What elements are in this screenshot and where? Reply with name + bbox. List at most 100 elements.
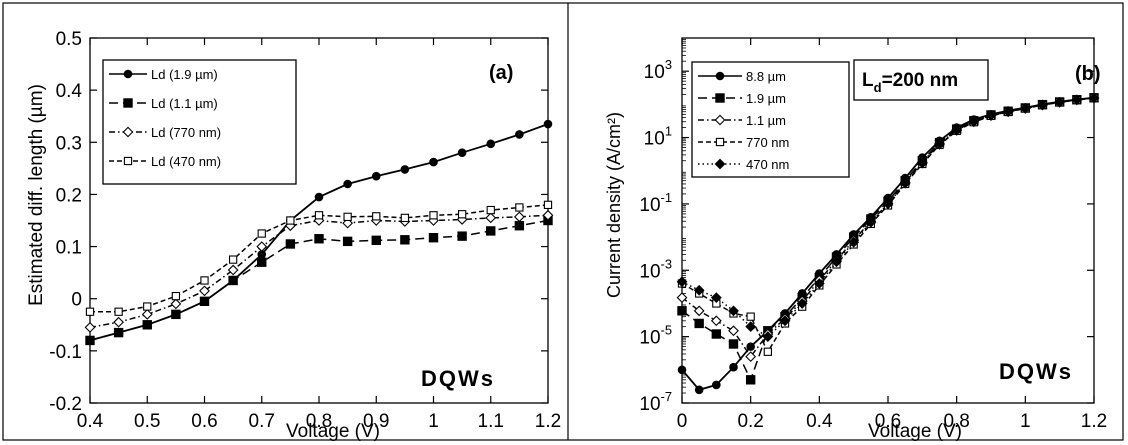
panel-label-b: (b) [1075, 63, 1101, 85]
y-axis-label-a: Estimated diff. length (µm) [26, 84, 47, 306]
data-point-b-4 [813, 278, 825, 289]
data-point-a-1 [142, 320, 152, 330]
panel-label-a: (a) [489, 62, 513, 84]
data-point-a-2 [485, 212, 497, 224]
data-point-a-3 [114, 307, 123, 316]
data-point-a-1 [85, 335, 95, 346]
legend-marker-b-0 [715, 71, 725, 81]
data-point-a-3 [286, 216, 295, 225]
y-tick-label-a: -0.2 [49, 394, 82, 415]
data-point-b-4 [745, 321, 757, 333]
data-point-b-4 [985, 110, 997, 121]
x-tick-label-a: 1 [428, 411, 439, 432]
annotation-a: DQWs [421, 366, 495, 391]
y-axis-label-b: Current density (A/cm²) [604, 112, 624, 298]
data-point-a-0 [371, 171, 381, 181]
inset-label-b: Ld=200 nm [862, 70, 958, 95]
data-point-b-0 [729, 362, 738, 372]
data-point-a-2 [199, 285, 210, 297]
y-tick-label-a: 0.4 [56, 81, 83, 102]
data-point-a-2 [84, 322, 96, 333]
data-point-a-2 [256, 241, 268, 252]
legend-marker-a-1 [123, 98, 133, 108]
data-point-b-4 [1002, 106, 1014, 118]
data-point-a-1 [285, 239, 296, 249]
x-tick-label-b: 0.6 [875, 411, 901, 432]
data-point-b-4 [899, 177, 911, 189]
data-point-b-4 [1088, 92, 1100, 104]
x-tick-label-a: 0.4 [77, 411, 104, 432]
data-point-b-4 [848, 236, 860, 248]
data-point-a-3 [171, 291, 181, 301]
data-point-b-1 [745, 375, 756, 385]
legend-label-a-1: Ld (1.1 µm) [151, 96, 218, 111]
series-a-1 [85, 215, 553, 346]
data-point-b-4 [676, 276, 688, 288]
data-point-a-1 [171, 309, 181, 320]
chart-panel-b: Current density (A/cm²) Voltage (V) (b) … [604, 37, 1107, 442]
data-point-a-0 [314, 192, 324, 202]
legend-label-a-3: Ld (470 nm) [151, 154, 221, 169]
data-point-a-3 [228, 255, 238, 264]
data-point-b-0 [677, 365, 687, 375]
data-point-b-0 [746, 342, 755, 351]
x-tick-label-a: 0.6 [191, 411, 217, 432]
data-point-b-4 [1019, 102, 1031, 114]
data-point-b-1 [728, 339, 739, 349]
data-point-a-1 [314, 234, 324, 244]
legend-marker-b-2 [714, 114, 726, 126]
x-tick-label-b: 0 [677, 411, 688, 432]
x-tick-label-b: 1 [1020, 411, 1031, 432]
data-point-a-1 [199, 296, 210, 307]
data-point-b-4 [951, 124, 963, 136]
legend-label-b-3: 770 nm [746, 135, 789, 150]
data-point-a-0 [457, 148, 467, 158]
data-point-a-3 [372, 212, 381, 221]
data-point-a-2 [113, 316, 125, 328]
data-point-b-2 [745, 351, 757, 362]
data-point-a-1 [113, 327, 124, 338]
data-point-a-0 [400, 165, 410, 174]
data-point-b-2 [693, 305, 705, 317]
x-axis-label-a: Voltage (V) [286, 421, 380, 442]
data-point-a-0 [486, 139, 496, 149]
data-point-a-1 [342, 236, 353, 247]
series-a-3 [85, 200, 553, 316]
y-tick-label-a: 0.2 [56, 185, 82, 206]
data-point-a-3 [257, 229, 266, 238]
data-point-a-1 [257, 257, 267, 267]
legend-label-b-0: 8.8 µm [746, 69, 786, 84]
data-point-b-4 [1071, 94, 1083, 106]
legend-label-b-1: 1.9 µm [746, 91, 786, 106]
series-a-2 [84, 209, 554, 333]
data-point-a-0 [429, 157, 438, 167]
data-point-a-2 [141, 308, 153, 320]
legend-b: 8.8 µm 1.9 µm 1.1 µm 770 nm 470 nm [691, 61, 850, 178]
inset-label-box-b [853, 59, 989, 101]
data-point-b-4 [934, 139, 945, 150]
data-point-a-0 [343, 179, 352, 189]
x-tick-label-a: 0.8 [306, 411, 332, 432]
data-point-b-4 [762, 331, 774, 343]
data-point-b-0 [712, 380, 721, 390]
data-point-a-2 [542, 209, 554, 221]
data-point-a-1 [428, 233, 439, 243]
data-point-b-4 [796, 298, 808, 309]
y-tick-label-b: 10-3 [639, 256, 672, 282]
annotation-b: DQWs [999, 359, 1073, 384]
legend-label-b-2: 1.1 µm [746, 113, 786, 128]
legend-marker-a-3 [123, 156, 133, 166]
data-point-a-1 [228, 275, 238, 286]
y-tick-label-a: 0.1 [56, 238, 82, 259]
x-tick-label-a: 0.5 [134, 411, 160, 432]
x-axis-label-b: Voltage (V) [868, 421, 962, 442]
data-point-b-4 [916, 157, 928, 169]
data-point-a-2 [170, 298, 182, 310]
data-point-b-4 [1037, 99, 1048, 111]
data-point-b-4 [1054, 96, 1066, 108]
data-point-a-3 [429, 211, 438, 220]
data-point-b-3 [763, 347, 772, 356]
data-point-a-1 [486, 226, 496, 236]
data-point-a-0 [543, 119, 553, 129]
